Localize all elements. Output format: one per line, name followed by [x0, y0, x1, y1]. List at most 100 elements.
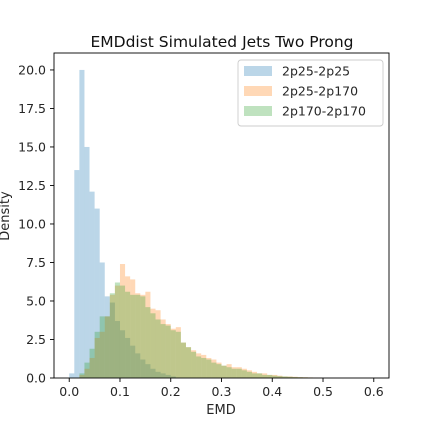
histogram-bar — [135, 294, 141, 378]
histogram-bar — [79, 374, 85, 378]
histogram-bar — [150, 313, 156, 378]
histogram-bar — [99, 262, 105, 378]
histogram-bar — [145, 364, 151, 378]
histogram-bar — [221, 365, 227, 378]
histogram-bar — [236, 368, 242, 378]
histogram-bar — [119, 330, 126, 378]
histogram-bar — [251, 373, 258, 378]
histogram-bar — [241, 368, 247, 378]
histogram-bar — [130, 294, 136, 378]
series-2p25-2p25 — [69, 69, 176, 378]
histogram-bar — [277, 375, 283, 378]
histogram-bar — [180, 342, 186, 378]
x-tick-label: 0.1 — [110, 384, 130, 399]
x-tick-label: 0.6 — [364, 384, 384, 399]
histogram-bar — [170, 328, 176, 378]
histogram-bar — [130, 279, 136, 378]
histogram-bar — [267, 374, 273, 378]
legend-swatch — [244, 66, 272, 76]
histogram-bar — [185, 347, 192, 378]
histogram-bar — [175, 331, 181, 378]
legend-label: 2p25-2p25 — [282, 64, 350, 79]
histogram-bar — [160, 373, 166, 378]
histogram-bar — [282, 376, 288, 378]
histogram-bar — [79, 373, 85, 378]
histogram-bar — [165, 325, 171, 378]
histogram-bar — [94, 331, 100, 378]
histogram-bar — [277, 376, 283, 378]
histogram-bar — [135, 293, 141, 378]
histogram-bar — [201, 357, 207, 378]
y-axis-label: Density — [0, 191, 13, 241]
histogram-bar — [89, 191, 95, 378]
histogram-bar — [109, 293, 115, 378]
histogram-bar — [170, 330, 176, 378]
legend-label: 2p25-2p170 — [282, 84, 358, 99]
y-axis-ticks: 0.0 2.5 5.0 7.5 10.0 12.5 15.0 17.5 20.0 — [18, 62, 54, 386]
histogram-bar — [135, 353, 141, 378]
series-2p170-2p170 — [79, 282, 313, 378]
histogram-bar — [150, 308, 156, 378]
histogram-bar — [79, 69, 85, 378]
x-tick-label: 0.4 — [262, 384, 282, 399]
histogram-bar — [155, 319, 161, 378]
histogram-bar — [257, 373, 263, 378]
y-tick-label: 17.5 — [18, 101, 46, 116]
histogram-bar — [114, 285, 120, 378]
histogram-bar — [241, 370, 247, 378]
histogram-bar — [160, 319, 166, 378]
legend-swatch — [244, 86, 272, 96]
x-tick-label: 0.3 — [212, 384, 232, 399]
y-tick-label: 10.0 — [18, 216, 46, 231]
histogram-bar — [287, 376, 293, 378]
x-axis-label: EMD — [206, 403, 235, 418]
histogram-bar — [231, 368, 237, 378]
histogram-bars — [69, 69, 324, 378]
histogram-bar — [104, 316, 110, 378]
histogram-bar — [160, 324, 166, 378]
histogram-bar — [69, 373, 75, 378]
series-2p25-2p170 — [79, 264, 324, 378]
histogram-bar — [94, 208, 100, 378]
x-tick-label: 0.5 — [313, 384, 333, 399]
histogram-bar — [119, 264, 126, 378]
histogram-bar — [109, 294, 115, 378]
histogram-bar — [251, 371, 258, 378]
legend-swatch — [244, 106, 272, 116]
histogram-bar — [74, 170, 80, 378]
histogram-bar — [211, 362, 217, 378]
histogram-bar — [236, 367, 242, 378]
y-tick-label: 12.5 — [18, 178, 46, 193]
histogram-bar — [206, 359, 212, 378]
histogram-bar — [226, 367, 232, 378]
x-tick-label: 0.2 — [161, 384, 181, 399]
y-tick-label: 5.0 — [26, 293, 46, 308]
histogram-bar — [114, 321, 120, 378]
histogram-bar — [125, 291, 131, 378]
histogram-bar — [109, 302, 115, 378]
histogram-bar — [165, 374, 171, 378]
histogram-bar — [297, 377, 303, 378]
histogram-bar — [89, 348, 95, 378]
histogram-bar — [246, 371, 252, 378]
histogram-bar — [216, 364, 222, 378]
histogram-bar — [226, 364, 232, 378]
histogram-bar — [140, 294, 146, 378]
histogram-bar — [201, 354, 207, 378]
chart-title: EMDdist Simulated Jets Two Prong — [90, 33, 353, 51]
histogram-bar — [104, 316, 110, 378]
histogram-bar — [145, 307, 151, 378]
histogram-bar — [191, 350, 197, 378]
histogram-bar — [114, 282, 120, 378]
histogram-bar — [94, 337, 100, 378]
histogram-bar — [196, 356, 202, 378]
histogram-bar — [84, 368, 90, 378]
plot-frame — [53, 52, 390, 379]
histogram-bar — [140, 359, 146, 378]
histogram-bar — [262, 373, 268, 378]
histogram-bar — [84, 362, 90, 378]
histogram-bar — [272, 374, 278, 378]
histogram-bar — [216, 362, 222, 378]
histogram-bar — [175, 327, 181, 378]
